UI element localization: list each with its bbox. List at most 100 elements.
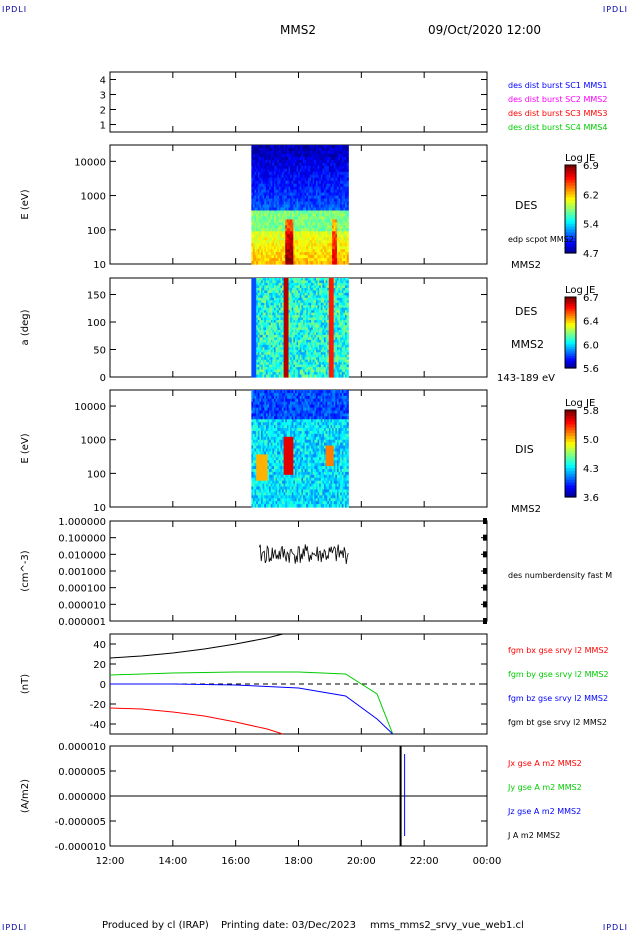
heatmap-cell [280,195,283,200]
heatmap-cell [265,349,269,353]
heatmap-cell [341,362,344,366]
heatmap-cell [291,349,294,353]
heatmap-cell [298,150,301,155]
heatmap-cell [338,339,341,343]
heatmap-cell [273,237,277,241]
heatmap-cell [265,174,269,179]
heatmap-cell [340,240,343,244]
heatmap-cell [307,252,311,256]
heatmap-cell [251,297,254,301]
heatmap-cell [259,357,262,361]
heatmap-cell [298,156,301,161]
heatmap-cell [336,282,340,287]
heatmap-cell [325,207,328,212]
heatmap-cell [299,219,303,223]
heatmap-cell [256,222,259,226]
colorbar-segment [565,194,576,198]
heatmap-cell [267,186,270,191]
heatmap-cell [296,354,299,358]
heatmap-cell [345,228,348,232]
heatmap-cell [320,337,324,341]
heatmap-cell [325,334,328,338]
heatmap-cell [311,290,314,294]
heatmap-cell [291,195,294,200]
heatmap-cell [277,258,280,262]
heatmap-cell [343,189,346,194]
heatmap-cell [278,312,282,316]
heatmap-cell [306,292,309,296]
heatmap-cell [283,246,286,250]
colorbar-segment [565,247,576,251]
heatmap-cell [333,147,336,152]
heatmap-cell [340,327,343,331]
heatmap-cell [317,285,320,289]
heatmap-cell [317,342,320,346]
heatmap-cell [257,180,261,185]
colorbar-segment [565,297,576,300]
heatmap-cell [317,297,320,301]
heatmap-cell [272,369,275,373]
heatmap-cell [262,357,265,361]
heatmap-cell [272,362,275,366]
heatmap-cell [306,201,309,206]
heatmap-cell [336,295,340,299]
heatmap-cell [286,342,290,346]
heatmap-cell [290,300,293,304]
heatmap-cell [340,204,343,209]
heatmap-cell [325,317,328,321]
heatmap-cell [335,339,338,343]
heatmap-cell [294,374,298,378]
heatmap-cell [306,204,309,209]
heatmap-cell [335,290,338,294]
heatmap-cell [315,367,319,371]
heatmap-cell [257,325,261,329]
heatmap-cell [340,249,343,253]
heatmap-cell [256,195,259,200]
heatmap-cell [293,246,296,250]
heatmap-cell [299,364,303,368]
heatmap-cell [322,222,325,226]
heatmap-cell [285,354,288,358]
heatmap-cell [272,171,275,176]
y-tick-label: 3 [100,91,106,102]
heatmap-cell [325,198,328,203]
heatmap-cell [288,329,291,334]
heatmap-cell [275,210,278,215]
heatmap-cell [294,315,298,319]
heatmap-cell [340,342,343,346]
colorbar-segment [565,250,576,254]
heatmap-cell [282,349,285,353]
heatmap-cell [299,225,303,229]
heatmap-cell [330,312,333,316]
heatmap-cell [317,198,320,203]
heatmap-cell [307,204,311,209]
heatmap-cell [294,342,298,346]
heatmap-cell [294,198,298,203]
heatmap-cell [257,362,261,366]
heatmap-cell [290,240,293,244]
heatmap-cell [288,374,291,378]
heatmap-cell [275,347,278,351]
heatmap-cell [269,322,272,326]
heatmap-cell [272,290,275,294]
heatmap-cell [332,225,335,229]
heatmap-cell [277,168,280,173]
heatmap-cell [262,174,265,179]
heatmap-cell [252,237,256,241]
heatmap-cell [330,317,333,321]
heatmap-cell [259,290,262,294]
page-title: MMS2 [280,23,316,37]
heatmap-cell [314,344,317,348]
heatmap-cell [278,145,282,149]
heatmap-cell [278,237,282,241]
heatmap-cell [280,231,283,235]
heatmap-cell [256,243,259,247]
heatmap-cell [290,261,293,265]
heatmap-cell [259,300,262,304]
heatmap-cell [314,195,317,200]
heatmap-cell [267,249,270,253]
heatmap-cell [335,352,338,356]
heatmap-cell [346,315,349,319]
heatmap-cell [338,349,341,353]
heatmap-cell [328,334,332,338]
